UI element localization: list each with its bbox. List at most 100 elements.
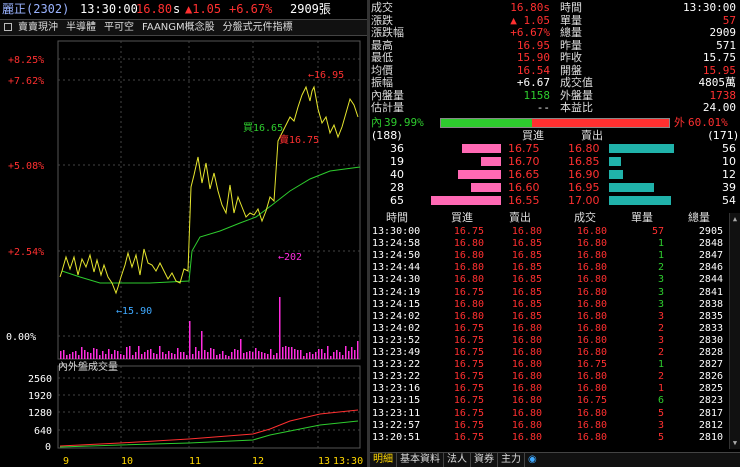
tick-cell-b: 16.75 (453, 286, 484, 298)
concept-tag[interactable]: 分盤式元件指標 (222, 22, 293, 33)
ask-volume-bar (609, 183, 654, 192)
book-row[interactable]: 19 16.70 16.85 10 (370, 155, 740, 168)
tick-cell-v: 6 (657, 395, 664, 407)
ask-annotation: 賣16.75 (279, 133, 319, 146)
tick-row[interactable]: 13:30:00 16.75 16.80 16.80 57 2905 (370, 226, 740, 238)
concept-tag[interactable]: FAANGM概念股 (142, 22, 215, 33)
tick-row[interactable]: 13:23:22 16.75 16.80 16.80 2 2826 (370, 371, 740, 383)
tick-row[interactable]: 13:24:15 16.80 16.85 16.80 3 2838 (370, 299, 740, 311)
stock-name[interactable]: 麗正(2302) (2, 2, 70, 16)
tick-cell-v: 3 (657, 419, 664, 431)
tick-cell-t: 13:23:16 (372, 383, 421, 395)
y-label: +2.54% (8, 247, 44, 258)
concept-tag-bar: 賣賣現沖 半導體 平可空 FAANGM概念股 分盤式元件指標 (0, 19, 367, 36)
tick-row[interactable]: 13:24:19 16.75 16.85 16.80 3 2841 (370, 287, 740, 299)
book-row[interactable]: 36 16.75 16.80 56 (370, 142, 740, 155)
high-annotation: ←16.95 (308, 70, 344, 81)
tick-cell-s: 16.85 (511, 250, 542, 262)
tick-row[interactable]: 13:23:16 16.75 16.80 16.80 1 2825 (370, 383, 740, 395)
quote-label: 均價 (371, 63, 393, 77)
ask-price: 17.00 (568, 194, 600, 207)
tick-row[interactable]: 13:24:02 16.75 16.80 16.80 2 2833 (370, 323, 740, 335)
tick-row[interactable]: 13:24:44 16.80 16.85 16.80 2 2846 (370, 262, 740, 274)
tick-row[interactable]: 13:24:50 16.80 16.85 16.80 1 2847 (370, 250, 740, 262)
tab-detail[interactable]: 明細 (370, 453, 397, 467)
tick-scrollbar[interactable]: ▲ ▼ (729, 213, 740, 449)
tick-cell-b: 16.80 (453, 262, 484, 274)
tick-header[interactable]: 成交 (574, 211, 596, 224)
tab-major-players[interactable]: 主力 (498, 453, 525, 467)
quote-label: 總量 (560, 26, 582, 39)
tick-cell-p: 16.80 (576, 298, 607, 310)
quote-label: 最高 (371, 38, 393, 52)
quote-value: 1738 (709, 88, 737, 102)
quote-value: 16.95 (516, 38, 550, 52)
sub-chart-title: 內外盤成交量 (58, 360, 118, 373)
tick-cell-s: 16.80 (511, 419, 542, 431)
book-row[interactable]: 40 16.65 16.90 12 (370, 168, 740, 181)
tick-header[interactable]: 總量 (688, 211, 710, 224)
tick-cell-v: 2 (657, 347, 664, 358)
outer-label: 外 (674, 116, 685, 129)
tick-cell-p: 16.80 (576, 347, 607, 358)
tick-row[interactable]: 13:23:52 16.75 16.80 16.80 3 2830 (370, 335, 740, 347)
tick-row[interactable]: 13:23:15 16.75 16.80 16.75 6 2823 (370, 395, 740, 407)
quote-label: 估計量 (371, 101, 404, 114)
scroll-up-icon[interactable]: ▲ (732, 215, 738, 223)
tick-cell-b: 16.75 (453, 383, 484, 395)
quote-value: 1158 (523, 88, 551, 102)
tick-cell-b: 16.80 (453, 274, 484, 286)
concept-tag[interactable]: 賣賣現沖 (18, 22, 58, 33)
globe-icon[interactable]: ◉ (528, 454, 537, 465)
tick-row[interactable]: 13:23:22 16.75 16.80 16.75 1 2827 (370, 359, 740, 371)
tick-row[interactable]: 13:22:57 16.75 16.80 16.80 3 2812 (370, 420, 740, 432)
panel-divider[interactable] (367, 0, 370, 467)
intraday-chart[interactable]: +8.25% +7.62% +5.08% +2.54% 0.00% ←16.95… (0, 37, 367, 467)
tick-row[interactable]: 13:20:51 16.75 16.80 16.80 5 2810 (370, 432, 740, 444)
tick-cell-p: 16.80 (576, 262, 607, 274)
order-book: (188) 買進 賣出 (171) 36 16.75 16.80 56 19 1… (370, 129, 740, 207)
tick-cell-t: 13:24:02 (372, 322, 421, 334)
header-pct: +6.67% (229, 2, 273, 16)
tick-cell-tot: 2812 (698, 419, 723, 431)
tab-institutional[interactable]: 法人 (444, 453, 471, 467)
tick-cell-t: 13:23:49 (372, 347, 421, 358)
outer-pct: 60.01% (688, 116, 728, 129)
tick-cell-tot: 2823 (698, 395, 723, 407)
tick-cell-tot: 2825 (698, 383, 723, 395)
tick-cell-b: 16.75 (453, 226, 484, 237)
tick-row[interactable]: 13:23:49 16.75 16.80 16.80 2 2828 (370, 347, 740, 359)
tab-basic-info[interactable]: 基本資料 (397, 453, 444, 467)
x-label: 12 (252, 456, 264, 467)
tick-cell-t: 13:23:11 (372, 407, 421, 419)
tick-cell-p: 16.80 (576, 383, 607, 395)
checkbox-icon[interactable] (4, 23, 12, 31)
sub-y-label: 2560 (28, 374, 52, 385)
tick-cell-tot: 2848 (698, 238, 723, 250)
book-row[interactable]: 28 16.60 16.95 39 (370, 181, 740, 194)
tick-cell-t: 13:23:22 (372, 371, 421, 383)
tick-cell-p: 16.80 (576, 286, 607, 298)
tick-cell-s: 16.85 (511, 262, 542, 274)
concept-tag[interactable]: 平可空 (104, 22, 134, 33)
quote-value: 4805萬 (698, 76, 737, 89)
tick-row[interactable]: 13:23:11 16.75 16.80 16.80 5 2817 (370, 408, 740, 420)
scroll-down-icon[interactable]: ▼ (732, 439, 738, 447)
tab-margin[interactable]: 資券 (471, 453, 498, 467)
tick-header[interactable]: 單量 (631, 211, 653, 224)
book-row[interactable]: 65 16.55 17.00 54 (370, 194, 740, 207)
quote-label: 時間 (560, 1, 582, 14)
tick-header[interactable]: 賣出 (509, 211, 531, 224)
bid-volume: 28 (390, 181, 404, 194)
tick-header[interactable]: 時間 (386, 211, 408, 224)
quote-value: 57 (722, 13, 736, 27)
quote-label: 成交值 (560, 76, 593, 89)
tick-row[interactable]: 13:24:30 16.80 16.85 16.80 3 2844 (370, 274, 740, 286)
tick-row[interactable]: 13:24:58 16.80 16.85 16.80 1 2848 (370, 238, 740, 250)
ask-volume: 56 (722, 142, 736, 155)
tick-header[interactable]: 買進 (451, 211, 473, 224)
concept-tag[interactable]: 半導體 (66, 22, 96, 33)
tick-row[interactable]: 13:24:02 16.80 16.85 16.80 3 2835 (370, 311, 740, 323)
tick-cell-b: 16.80 (453, 310, 484, 322)
header-change: ▲1.05 (185, 2, 222, 16)
